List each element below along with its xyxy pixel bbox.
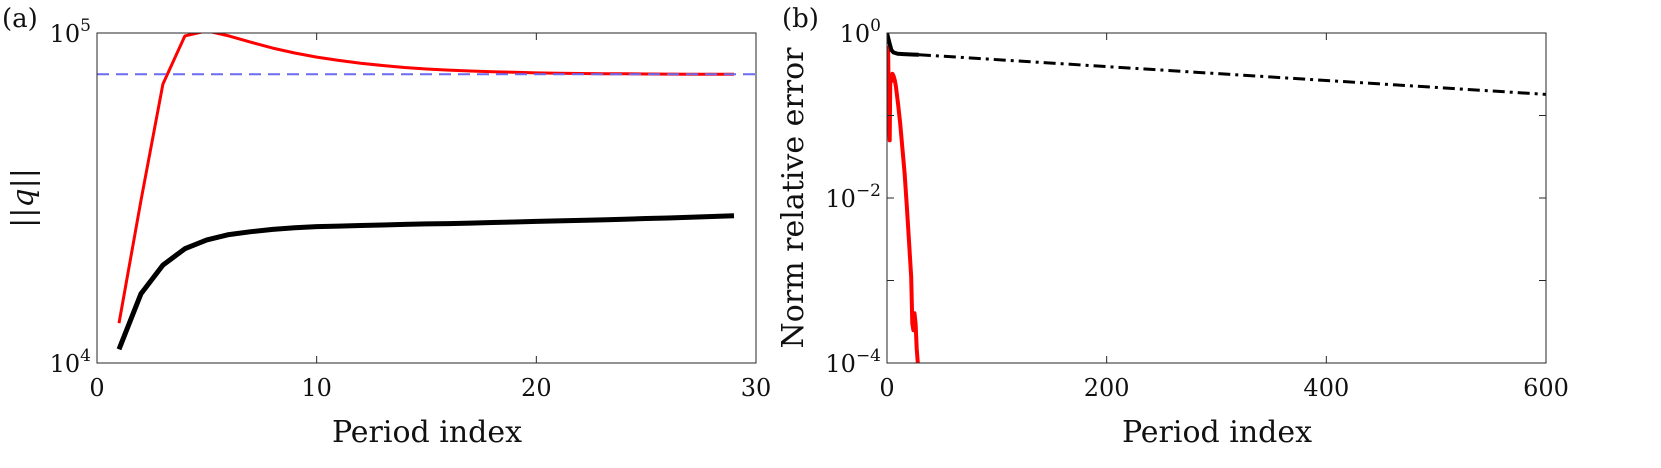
- panel-a-ticks: [96, 32, 757, 364]
- panel-a-ytick-label: 105: [50, 16, 91, 48]
- panel-a-label: (a): [2, 4, 38, 34]
- panel-b-xtick-label: 200: [1084, 374, 1130, 402]
- panel-b-series-line-2: [918, 53, 1546, 96]
- panel-b-xtick-label: 0: [879, 374, 894, 402]
- panel-b-y-axis-label: Norm relative error: [776, 47, 811, 349]
- panel-b-ytick-label: 100: [840, 16, 881, 48]
- panel-b: (b) 0 200 400 600 10−4 10−2 100 Period i…: [776, 4, 1569, 450]
- panel-a-plot-area: [97, 33, 756, 351]
- panel-b-xtick-label: 600: [1523, 374, 1569, 402]
- panel-a-y-axis-label: ||q||: [6, 168, 41, 228]
- panel-a-xtick-label: 20: [521, 374, 552, 402]
- panel-b-xtick-label: 400: [1303, 374, 1349, 402]
- panel-b-series-line-1: [887, 33, 919, 57]
- panel-b-plot-area: [887, 33, 1546, 363]
- panel-b-ticks: [886, 32, 1547, 364]
- panel-a-series-line-1: [116, 213, 735, 351]
- panel-a: (a) 0 10 20 30 104 105 Period index ||q|…: [2, 4, 771, 450]
- panel-b-series-line-0: [887, 45, 920, 363]
- panel-a-xtick-label: 30: [741, 374, 772, 402]
- panel-a-axes-frame: [96, 32, 757, 364]
- panel-b-x-axis-label: Period index: [1122, 415, 1312, 450]
- panel-a-x-axis-label: Period index: [332, 415, 522, 450]
- panel-b-label: (b): [782, 4, 819, 34]
- panel-b-axes-frame: [886, 32, 1547, 364]
- panel-a-xtick-label: 10: [301, 374, 332, 402]
- panel-b-ytick-label: 10−2: [825, 181, 881, 213]
- panel-a-ytick-label: 104: [50, 346, 91, 378]
- panel-a-xtick-label: 0: [89, 374, 104, 402]
- panel-b-ytick-label: 10−4: [825, 346, 881, 378]
